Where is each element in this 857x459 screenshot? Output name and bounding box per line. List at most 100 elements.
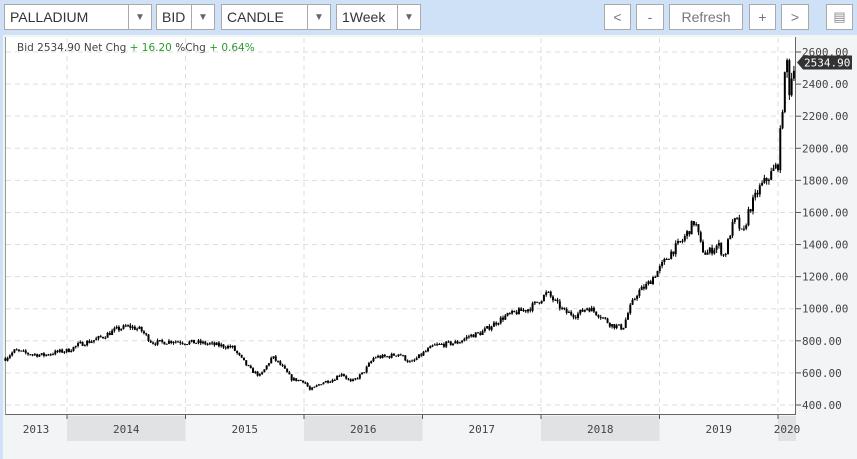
chevron-down-icon[interactable]: ▼	[191, 5, 214, 29]
chevron-down-icon[interactable]: ▼	[128, 5, 151, 29]
candle-body	[731, 221, 734, 236]
candle-body	[129, 325, 132, 328]
candle-body	[681, 240, 684, 242]
candle-body	[127, 325, 130, 327]
candle-body	[286, 368, 289, 373]
interval-select[interactable]: 1Week ▼	[336, 4, 421, 30]
candle-body	[440, 343, 443, 345]
zoom-in-button[interactable]: +	[749, 4, 776, 30]
chevron-down-icon[interactable]: ▼	[307, 5, 330, 29]
candle-body	[461, 340, 464, 343]
candle-body	[206, 343, 209, 345]
candle-body	[606, 318, 609, 323]
candle-body	[652, 277, 655, 284]
candle-body	[170, 340, 173, 343]
candle-body	[733, 218, 736, 222]
candle-body	[647, 281, 650, 284]
candle-body	[199, 340, 202, 344]
x-axis-band	[541, 416, 660, 441]
candle-body	[397, 354, 400, 356]
candle-body	[572, 314, 575, 318]
candle-body	[481, 331, 484, 336]
candle-body	[204, 341, 207, 345]
candle-body	[622, 327, 625, 330]
candle-body	[477, 332, 480, 334]
candle-body	[113, 328, 116, 331]
candle-body	[292, 378, 295, 381]
candle-body	[540, 301, 543, 304]
candle-body	[263, 369, 266, 373]
candle-body	[229, 345, 232, 348]
candle-body	[761, 182, 764, 186]
candle-body	[547, 291, 550, 293]
candle-body	[424, 351, 427, 353]
price-type-select[interactable]: BID ▼	[156, 4, 215, 30]
candle-body	[445, 341, 448, 347]
candle-body	[727, 239, 730, 255]
candle-body	[783, 72, 786, 112]
candle-body	[249, 365, 252, 369]
candle-body	[295, 378, 298, 381]
candle-body	[615, 325, 618, 329]
candle-body	[522, 309, 525, 311]
candle-body	[388, 356, 391, 358]
candle-body	[213, 342, 216, 346]
net-chg-value: + 16.20	[129, 42, 172, 54]
candle-body	[49, 354, 52, 356]
plot-area[interactable]	[5, 37, 796, 415]
zoom-out-button[interactable]: -	[636, 4, 664, 30]
x-tick-label: 2015	[232, 423, 259, 436]
chart-type-select[interactable]: CANDLE ▼	[221, 4, 331, 30]
symbol-select[interactable]: PALLADIUM ▼	[4, 4, 152, 30]
candle-body	[52, 354, 55, 356]
candle-body	[211, 342, 214, 344]
y-tick-label: 2400.00	[802, 78, 848, 91]
candle-body	[102, 336, 105, 338]
candle-body	[258, 373, 261, 376]
candle-body	[677, 241, 680, 244]
candle-body	[245, 360, 248, 366]
candle-body	[583, 309, 586, 312]
y-tick-label: 1600.00	[802, 206, 848, 219]
candle-body	[454, 341, 457, 344]
candle-body	[513, 310, 516, 313]
candle-body	[154, 343, 157, 345]
candle-body	[645, 283, 648, 289]
candle-body	[227, 345, 230, 349]
candle-body	[197, 340, 200, 343]
candle-body	[597, 315, 600, 318]
candle-body	[467, 336, 470, 338]
table-view-button[interactable]: ▤	[826, 4, 853, 30]
candle-body	[224, 347, 227, 349]
candle-body	[277, 360, 280, 362]
candle-body	[179, 341, 182, 344]
candle-body	[770, 171, 773, 180]
candle-body	[195, 342, 198, 344]
candle-body	[47, 354, 50, 356]
candle-body	[458, 342, 461, 344]
candle-body	[577, 313, 580, 318]
candle-body	[33, 354, 36, 356]
candle-body	[4, 358, 7, 361]
scroll-left-button[interactable]: <	[604, 4, 631, 30]
candle-body	[299, 379, 302, 381]
refresh-button[interactable]: Refresh	[669, 4, 743, 30]
candle-body	[115, 326, 118, 329]
candle-body	[429, 345, 432, 349]
candle-body	[161, 340, 164, 342]
candle-body	[777, 164, 779, 171]
candle-body	[742, 228, 745, 230]
toolbar: PALLADIUM ▼ BID ▼ CANDLE ▼ 1Week ▼ < - Refre…	[0, 0, 857, 35]
scroll-right-button[interactable]: >	[781, 4, 809, 30]
chevron-down-icon[interactable]: ▼	[397, 5, 420, 29]
candle-body	[490, 326, 493, 330]
candle-body	[172, 342, 175, 344]
candle-body	[497, 323, 500, 325]
candle-body	[17, 349, 20, 351]
candle-body	[672, 251, 675, 255]
candle-body	[317, 384, 320, 386]
candle-body	[236, 350, 239, 354]
candle-body	[538, 302, 541, 304]
candle-body	[411, 360, 414, 362]
candles	[4, 58, 795, 391]
